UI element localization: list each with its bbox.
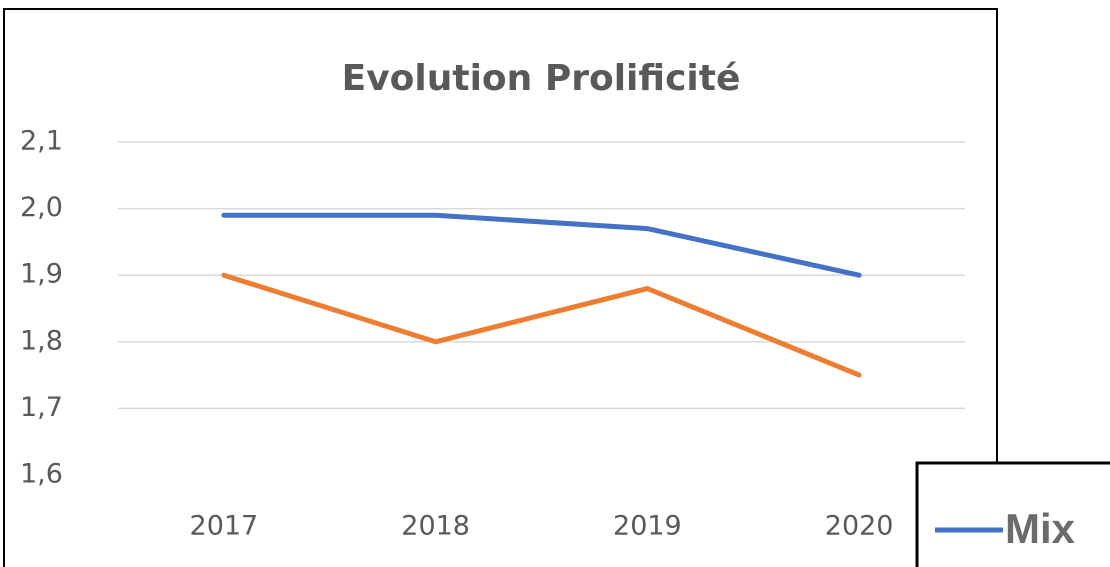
series-line: [221, 272, 862, 378]
y-tick-label: 1,8: [20, 325, 63, 356]
x-tick-label: 2020: [825, 511, 894, 542]
x-tick-label: 2017: [190, 511, 259, 542]
y-tick-label: 1,7: [20, 392, 63, 423]
legend-box: [915, 461, 1110, 567]
y-tick-label: 2,0: [20, 192, 63, 223]
x-tick-label: 2019: [613, 511, 682, 542]
y-tick-label: 1,9: [20, 259, 63, 290]
y-tick-label: 1,6: [20, 459, 63, 490]
x-tick-label: 2018: [401, 511, 470, 542]
chart-title: Evolution Prolificité: [342, 58, 741, 99]
legend-label: Mix: [1005, 505, 1076, 552]
chart-frame: [3, 8, 998, 567]
y-tick-label: 2,1: [20, 126, 63, 157]
series-line: [221, 212, 862, 278]
